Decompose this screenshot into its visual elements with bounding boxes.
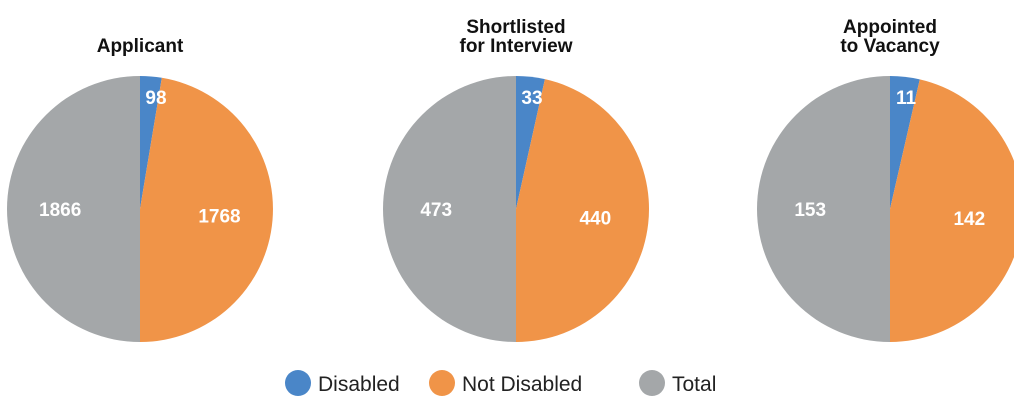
pie-slice-disabled bbox=[516, 76, 545, 209]
chart-title-line: Applicant bbox=[97, 36, 184, 57]
slice-value-label-total: 1866 bbox=[39, 200, 81, 221]
chart-title-line: Shortlisted bbox=[466, 17, 565, 38]
pie-slice-disabled bbox=[140, 76, 162, 209]
slice-value-label-not-disabled: 1768 bbox=[198, 207, 240, 228]
slice-value-label-total: 473 bbox=[420, 200, 452, 221]
slice-value-label-disabled: 98 bbox=[145, 88, 166, 109]
legend-label-total: Total bbox=[672, 373, 716, 396]
chart-title-line: to Vacancy bbox=[840, 36, 940, 57]
pie-chart-1: Applicant 98 1768 1866 bbox=[7, 36, 273, 342]
pie-slice-total bbox=[7, 76, 140, 342]
chart-title-line: for Interview bbox=[460, 36, 573, 57]
legend: Disabled Not Disabled Total bbox=[285, 370, 716, 396]
slice-value-label-not-disabled: 440 bbox=[579, 209, 611, 230]
slice-value-label-not-disabled: 142 bbox=[953, 209, 985, 230]
pie-slice-disabled bbox=[890, 76, 920, 209]
legend-label-disabled: Disabled bbox=[318, 373, 400, 396]
slice-value-label-disabled: 33 bbox=[521, 88, 542, 109]
pie-slice-not-disabled bbox=[140, 77, 273, 342]
pie-slice-total bbox=[757, 76, 890, 342]
pie-slice-total bbox=[383, 76, 516, 342]
legend-swatch-disabled bbox=[285, 370, 311, 396]
legend-swatch-not-disabled bbox=[429, 370, 455, 396]
slice-value-label-total: 153 bbox=[794, 200, 826, 221]
chart-title-line: Appointed bbox=[843, 17, 937, 38]
pie-slice-not-disabled bbox=[890, 79, 1014, 342]
legend-swatch-total bbox=[639, 370, 665, 396]
slice-value-label-disabled: 11 bbox=[896, 88, 917, 109]
pie-slice-not-disabled bbox=[516, 79, 650, 343]
legend-label-not-disabled: Not Disabled bbox=[462, 373, 582, 396]
